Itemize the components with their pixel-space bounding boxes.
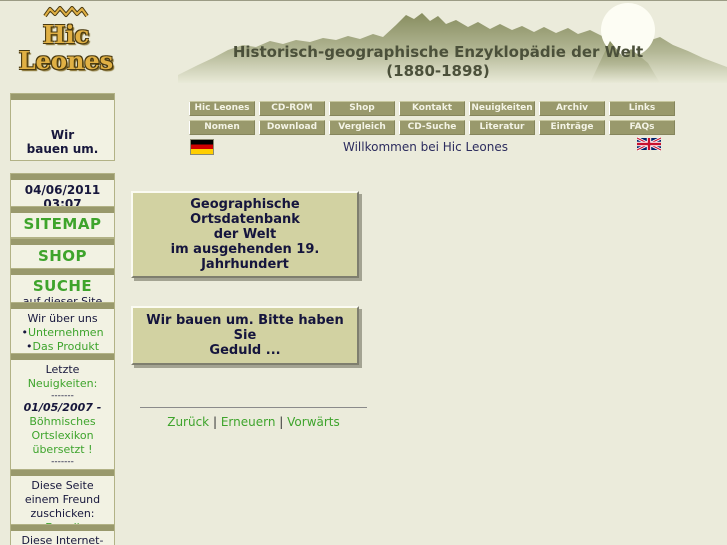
page-navigation: Zurück | Erneuern | Vorwärts — [140, 415, 367, 429]
nav-cdrom[interactable]: CD-ROM — [259, 101, 325, 116]
nav-nomen[interactable]: Nomen — [189, 120, 255, 135]
nav-row-1: Hic Leones CD-ROM Shop Kontakt Neuigkeit… — [189, 101, 675, 116]
about-title: Wir über uns — [27, 312, 98, 325]
about-link-unternehmen[interactable]: •Unternehmen — [21, 326, 104, 339]
sidebar-box-bar — [11, 207, 114, 213]
logo-text-line2: Leones — [18, 46, 114, 75]
uk-flag-icon[interactable] — [637, 136, 661, 152]
nav-shop[interactable]: Shop — [329, 101, 395, 116]
search-link[interactable]: SUCHE — [32, 277, 93, 295]
shop-link[interactable]: SHOP — [37, 247, 88, 265]
site-title: Historisch-geographische Enzyklopädie de… — [188, 43, 688, 81]
nav-vergleich[interactable]: Vergleich — [329, 120, 395, 135]
news-heading: Letzte Neuigkeiten: — [27, 363, 98, 390]
site-title-line1: Historisch-geographische Enzyklopädie de… — [232, 43, 644, 61]
send-page-text: Diese Seite einem Freund zuschicken: — [24, 479, 101, 520]
sitemap-link[interactable]: SITEMAP — [23, 215, 102, 233]
current-date: 04/06/2011 — [24, 183, 101, 197]
nav-download[interactable]: Download — [259, 120, 325, 135]
nav-cd-suche[interactable]: CD-Suche — [399, 120, 465, 135]
sidebar-box-bar — [11, 174, 114, 180]
news-item-link[interactable]: Böhmisches Ortslexikon übersetzt ! — [29, 415, 96, 456]
news-divider: ------- — [51, 457, 74, 467]
sidebar-box-bar — [11, 354, 114, 360]
partial-text: Diese Internet- — [21, 534, 104, 545]
horizontal-rule — [140, 407, 367, 408]
welcome-text: Willkommen bei Hic Leones — [342, 140, 508, 154]
news-divider: ------- — [51, 391, 74, 401]
logo[interactable]: Hic Leones — [18, 3, 114, 74]
sidebar-box-partial: Diese Internet- — [10, 524, 115, 545]
bullet: • — [25, 340, 33, 353]
notice-box-construction: Wir bauen um. Bitte haben Sie Geduld ... — [131, 306, 359, 365]
sidebar-box-sitemap[interactable]: SITEMAP — [10, 206, 115, 238]
nav-literatur[interactable]: Literatur — [469, 120, 535, 135]
construction-text: Wir bauen um. — [26, 128, 99, 156]
news-heading-link[interactable]: Neuigkeiten: — [27, 377, 98, 390]
crown-icon — [43, 6, 89, 18]
nav-eintraege[interactable]: Einträge — [539, 120, 605, 135]
separator: | — [212, 415, 218, 429]
separator: | — [279, 415, 284, 429]
nav-faqs[interactable]: FAQs — [609, 120, 675, 135]
nav-links[interactable]: Links — [609, 101, 675, 116]
sidebar-box-bar — [11, 94, 114, 100]
back-link[interactable]: Zurück — [167, 415, 210, 429]
nav-hic-leones[interactable]: Hic Leones — [189, 101, 255, 116]
nav-archiv[interactable]: Archiv — [539, 101, 605, 116]
forward-link[interactable]: Vorwärts — [287, 415, 340, 429]
sidebar-box-bar — [11, 303, 114, 309]
bullet: • — [21, 326, 28, 339]
sidebar-box-shop[interactable]: SHOP — [10, 238, 115, 270]
german-flag-icon[interactable] — [190, 139, 214, 155]
logo-text-line1: Hic — [42, 20, 90, 49]
sidebar-box-construction: Wir bauen um. — [10, 93, 115, 161]
sun-icon — [601, 3, 655, 57]
nav-row-2: Nomen Download Vergleich CD-Suche Litera… — [189, 120, 675, 135]
sidebar-box-bar — [11, 525, 114, 531]
sidebar-box-bar — [11, 269, 114, 275]
reload-link[interactable]: Erneuern — [220, 415, 276, 429]
sidebar-box-about: Wir über uns •Unternehmen •Das Produkt — [10, 302, 115, 359]
sidebar-box-bar — [11, 239, 114, 245]
nav-neuigkeiten[interactable]: Neuigkeiten — [469, 101, 535, 116]
notice-box-database: Geographische Ortsdatenbank der Welt im … — [131, 191, 359, 278]
site-title-line2: (1880-1898) — [386, 62, 490, 80]
nav-kontakt[interactable]: Kontakt — [399, 101, 465, 116]
sidebar-box-bar — [11, 470, 114, 476]
news-date: 01/05/2007 - — [23, 401, 102, 414]
about-link-das-produkt[interactable]: •Das Produkt — [25, 340, 100, 353]
banner-image — [178, 3, 727, 83]
